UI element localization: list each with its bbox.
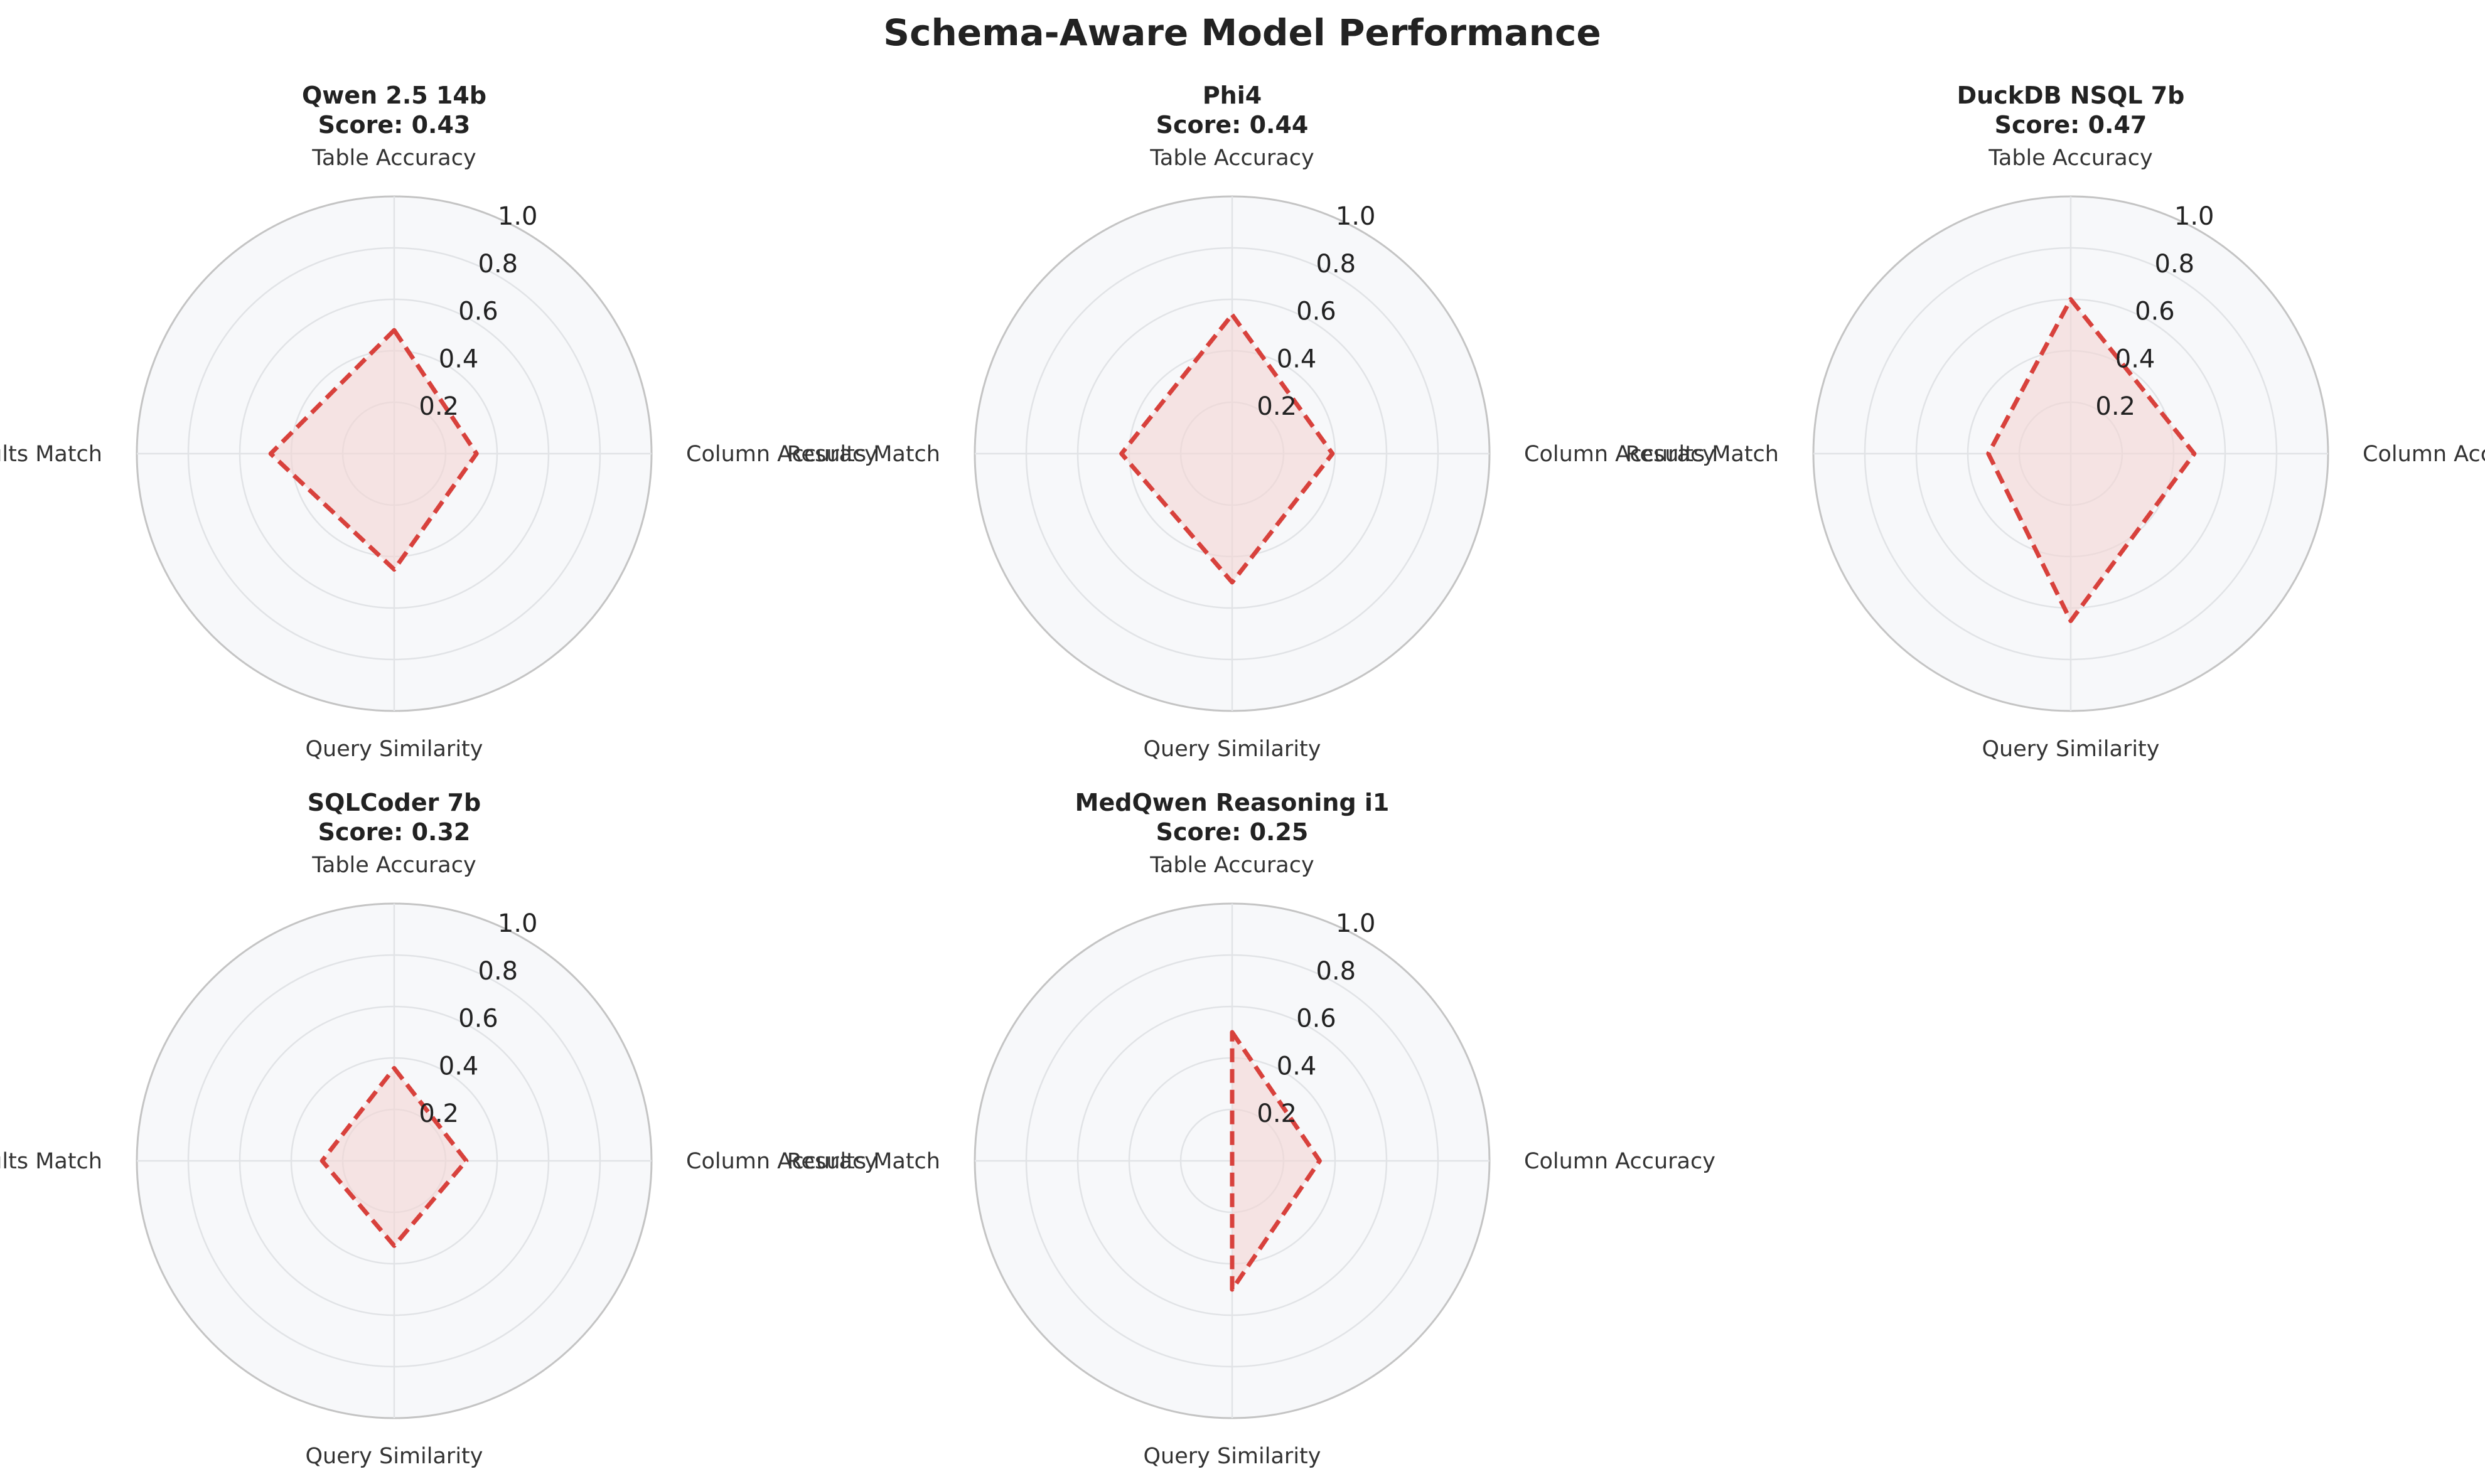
radar-panels: 0.2 0.4 0.6 0.8 1.0 Table Accuracy Column Accu… [0,82,2485,1469]
radial-tick-label: 0.4 [439,344,479,373]
axis-label: Table Accuracy [1988,146,2152,171]
radial-tick-label: 0.8 [1316,957,1356,986]
radial-tick-label: 0.6 [2135,297,2175,326]
panel-score: Score: 0.47 [1995,111,2147,139]
radial-tick-label: 0.4 [439,1052,479,1081]
axis-label: Column Accuracy [1524,442,1715,467]
radial-tick-label: 0.8 [478,957,518,986]
axis-label: Column Accuracy [686,1149,878,1174]
axis-label: Query Similarity [1144,737,1321,762]
axis-label: Results Match [0,442,102,467]
axis-label: Column Accuracy [2363,442,2485,467]
axis-label: Table Accuracy [1149,146,1314,171]
series-line [1119,312,1335,585]
radar-panel: 0.2 0.4 0.6 0.8 1.0 Table Accuracy Column Accu… [787,789,1715,1469]
series-area [1232,1032,1320,1289]
axis-label: Table Accuracy [1149,853,1314,878]
radial-tick-label: 0.6 [1296,1005,1336,1033]
radial-tick-label: 0.2 [1257,1099,1297,1128]
series-line [268,328,479,572]
radial-tick-label: 0.4 [2115,344,2155,373]
axis-label: Query Similarity [306,1444,483,1469]
radar-panel: 0.2 0.4 0.6 0.8 1.0 Table Accuracy Column Accu… [1626,82,2485,762]
radial-tick-label: 0.6 [458,1005,498,1033]
radial-tick-label: 0.8 [478,250,518,279]
axis-label: Results Match [1626,442,1779,467]
axis-label: Query Similarity [1982,737,2160,762]
axis-label: Results Match [787,442,940,467]
series-line [1986,297,2197,623]
panel-score: Score: 0.32 [318,818,471,846]
panel-title: SQLCoder 7b [308,789,481,816]
series-area [1988,299,2194,621]
figure-title: Schema-Aware Model Performance [883,11,1601,54]
radial-tick-label: 1.0 [1336,202,1376,231]
series-area [1121,314,1333,582]
axis-label: Query Similarity [306,737,483,762]
axis-label: Query Similarity [1144,1444,1321,1469]
axis-label: Results Match [787,1149,940,1174]
panel-score: Score: 0.43 [318,111,471,139]
axis-label: Table Accuracy [311,146,476,171]
axis-label: Column Accuracy [686,442,878,467]
radial-tick-label: 0.6 [1296,297,1336,326]
panel-score: Score: 0.25 [1156,818,1309,846]
radial-tick-label: 0.6 [458,297,498,326]
radial-tick-label: 0.2 [1257,392,1297,421]
radial-tick-label: 1.0 [2174,202,2214,231]
radar-panel: 0.2 0.4 0.6 0.8 1.0 Table Accuracy Column Accu… [0,82,878,762]
radial-tick-label: 0.2 [419,392,459,421]
radial-tick-label: 0.8 [1316,250,1356,279]
radial-tick-label: 1.0 [498,202,538,231]
radial-tick-label: 0.2 [419,1099,459,1128]
radial-tick-label: 0.8 [2155,250,2195,279]
radar-panel: 0.2 0.4 0.6 0.8 1.0 Table Accuracy Column Accu… [0,789,878,1469]
panel-title: Phi4 [1203,82,1262,109]
series-line [319,1065,469,1248]
panel-title: DuckDB NSQL 7b [1957,82,2185,109]
axis-label: Table Accuracy [311,853,476,878]
radial-tick-label: 1.0 [1336,909,1376,938]
panel-title: MedQwen Reasoning i1 [1075,789,1390,816]
panel-title: Qwen 2.5 14b [302,82,486,109]
radial-tick-label: 0.2 [2095,392,2135,421]
axis-label: Column Accuracy [1524,1149,1715,1174]
series-line [1230,1030,1322,1292]
radar-panel: 0.2 0.4 0.6 0.8 1.0 Table Accuracy Column Accu… [787,82,1715,762]
series-area [271,330,477,570]
radial-tick-label: 0.4 [1277,1052,1317,1081]
axis-label: Results Match [0,1149,102,1174]
radial-tick-label: 1.0 [498,909,538,938]
radial-tick-label: 0.4 [1277,344,1317,373]
panel-score: Score: 0.44 [1156,111,1309,139]
